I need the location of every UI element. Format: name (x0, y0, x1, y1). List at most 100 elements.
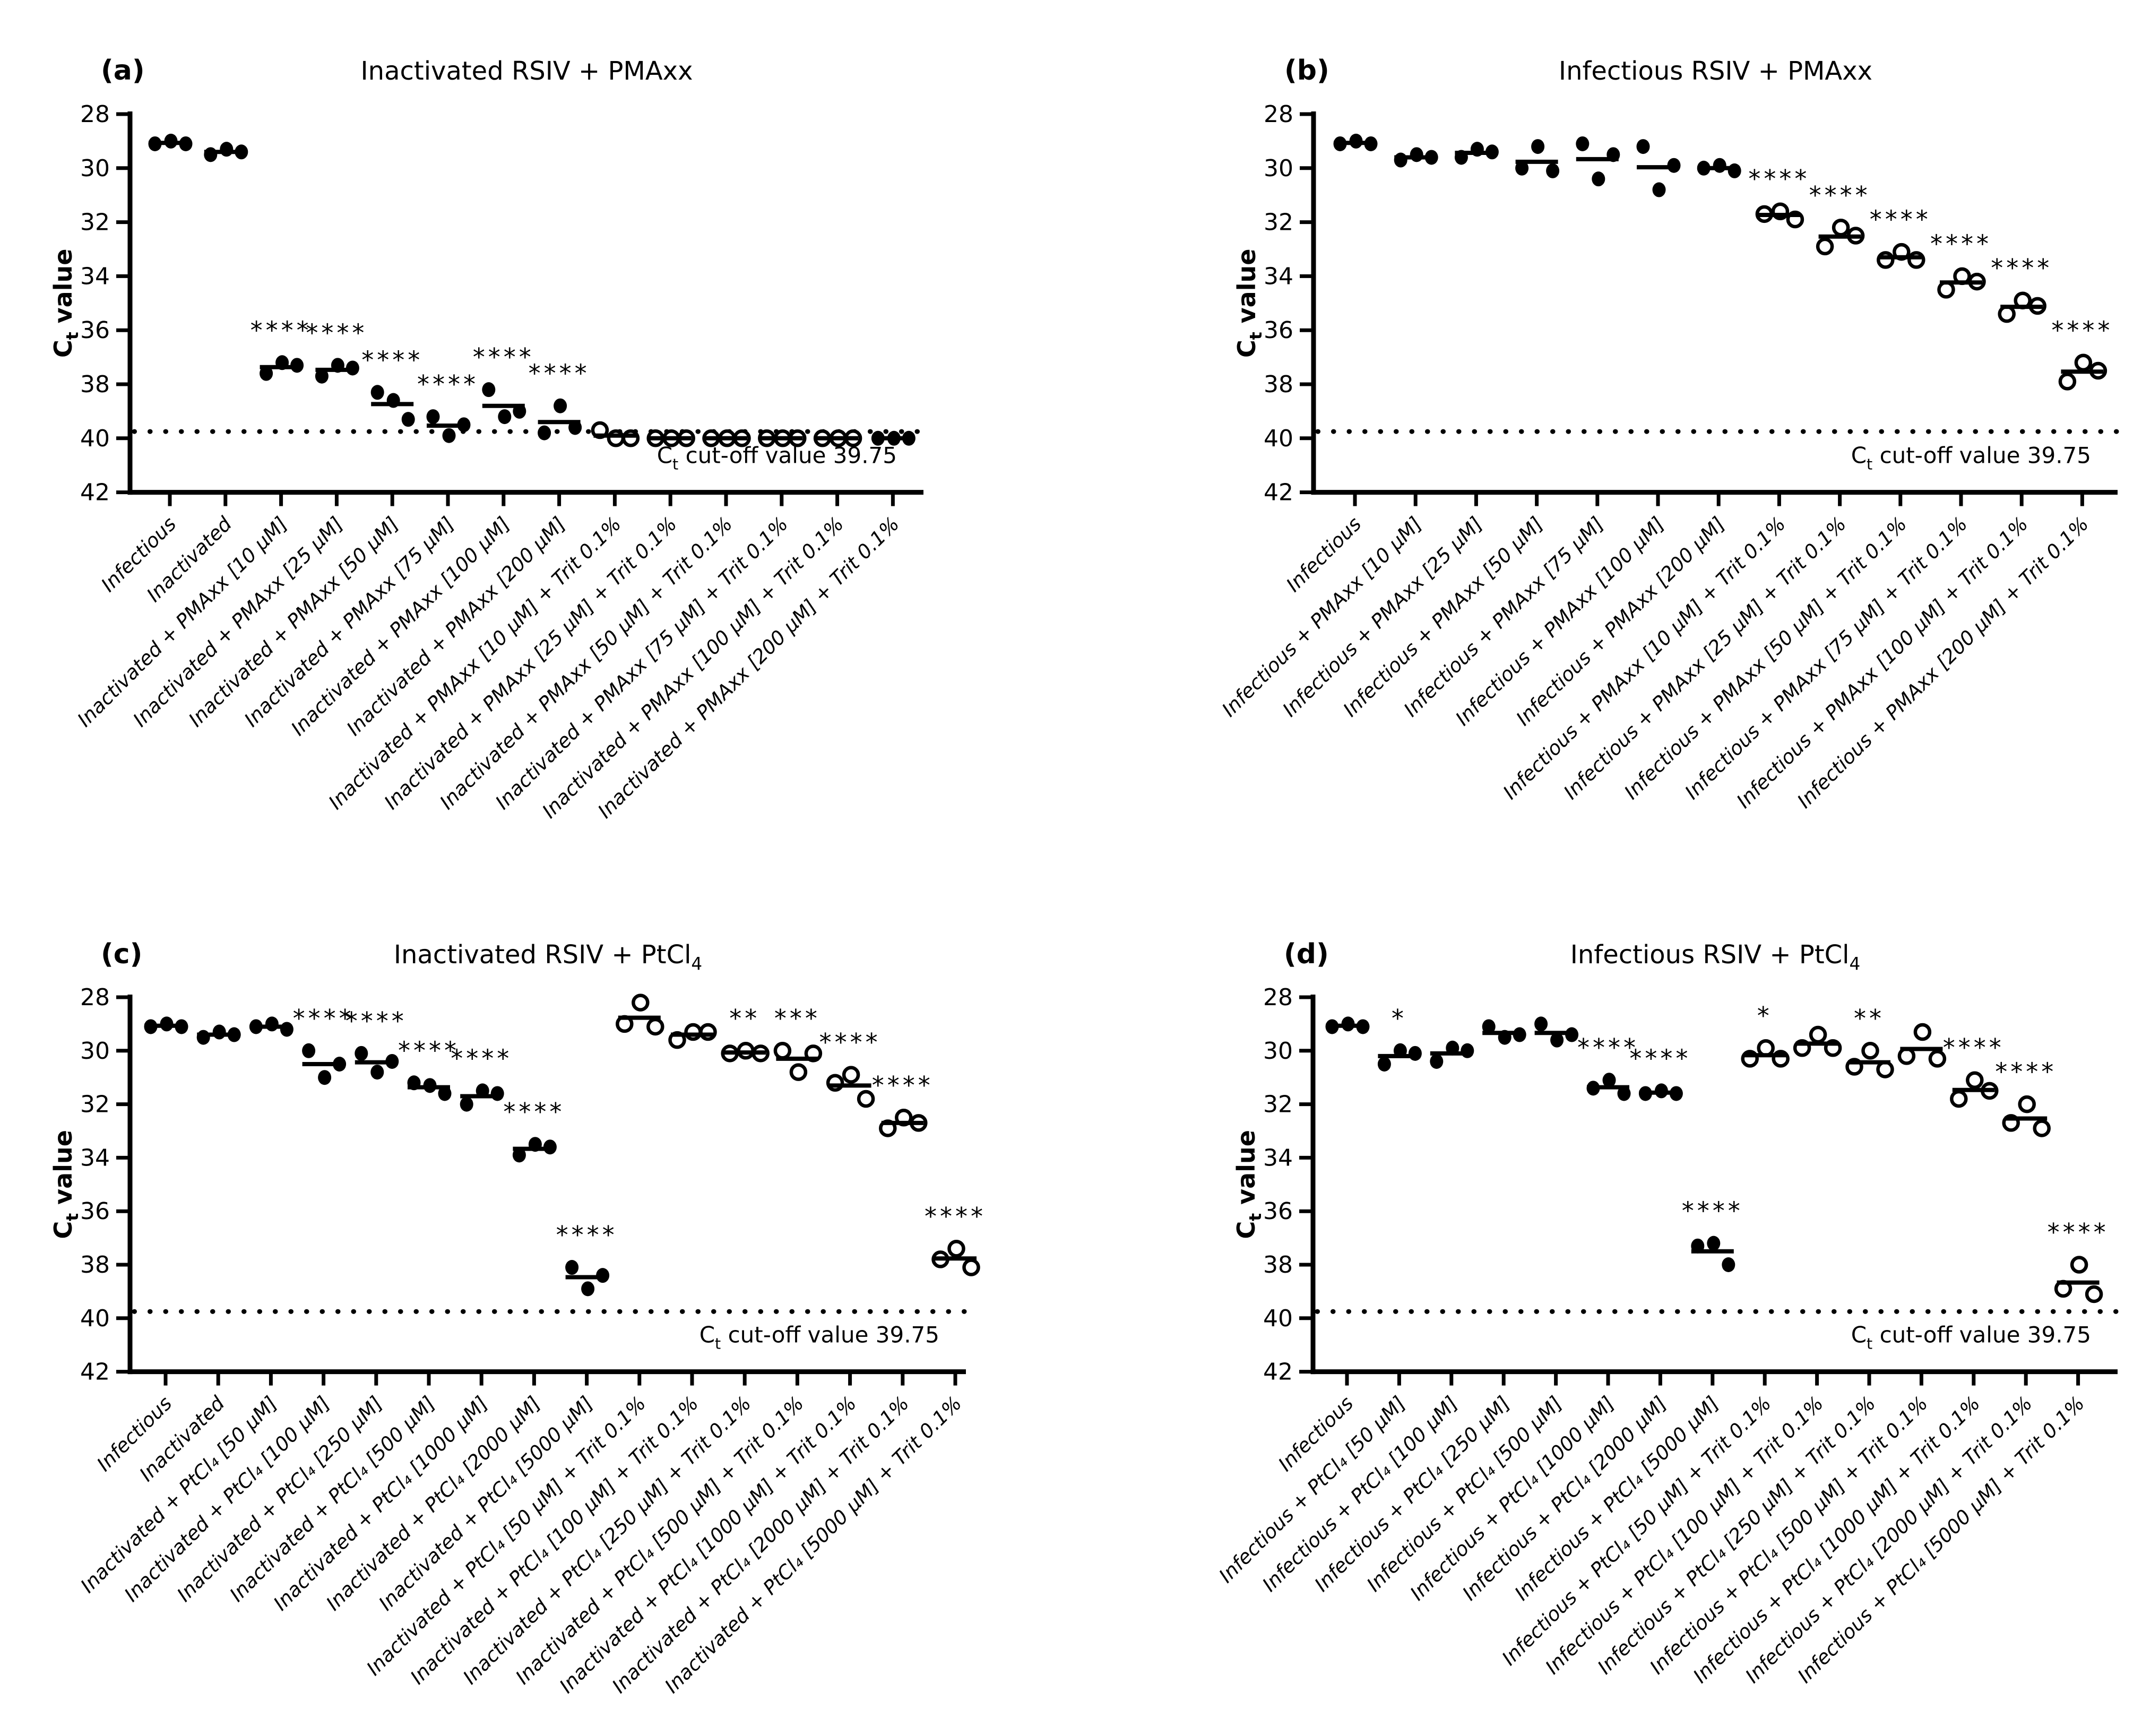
significance-label: **** (1995, 1058, 2057, 1086)
panel-title: Inactivated RSIV + PtCl4​ (394, 940, 702, 974)
panel-title: Infectious RSIV + PtCl4​ (1570, 940, 1861, 974)
significance-label: **** (1629, 1044, 1691, 1073)
y-tick-label: 32 (80, 1091, 110, 1118)
significance-label: **** (1870, 205, 1931, 234)
data-point-filled (401, 412, 415, 427)
data-point-filled (1482, 1019, 1496, 1034)
panel-label-c: (c) (101, 938, 142, 970)
panel-label-b: (b) (1284, 55, 1329, 87)
y-tick-label: 30 (80, 1038, 110, 1065)
panel-label-d: (d) (1284, 938, 1329, 970)
data-point-filled (1515, 160, 1529, 176)
y-tick-label: 40 (80, 1305, 110, 1332)
significance-label: **** (306, 318, 367, 347)
data-point-filled (1713, 158, 1726, 173)
data-point-filled (490, 1086, 504, 1101)
data-point-filled (1394, 152, 1407, 168)
significance-label: ** (729, 1004, 760, 1033)
y-tick-label: 30 (80, 155, 110, 182)
y-tick-label: 34 (80, 263, 110, 290)
significance-label: **** (1809, 181, 1871, 210)
data-point-filled (1636, 139, 1650, 154)
data-point-open (947, 1240, 965, 1258)
data-point-filled (482, 382, 496, 398)
data-point-open (2070, 1256, 2088, 1274)
data-point-filled (1430, 1053, 1444, 1069)
data-point-filled (426, 409, 440, 425)
data-point-open (684, 1023, 702, 1041)
y-tick-label: 28 (80, 101, 110, 128)
data-point-open (1861, 1042, 1879, 1060)
data-point-open (2085, 1285, 2103, 1303)
significance-label: * (1757, 1001, 1773, 1030)
panel-label-a: (a) (101, 55, 145, 87)
y-tick-label: 38 (80, 1251, 110, 1279)
y-tick-label: 42 (1264, 479, 1293, 506)
y-tick-label: 34 (1264, 263, 1293, 290)
data-point-filled (204, 147, 218, 162)
data-point-filled (460, 1096, 473, 1112)
significance-label: **** (1682, 1197, 1743, 1225)
data-point-filled (438, 1086, 452, 1101)
significance-label: **** (556, 1221, 618, 1249)
significance-label: * (1392, 1004, 1407, 1033)
cutoff-label: Ct​ cut-off value 39.75 (1851, 443, 2091, 473)
significance-label: **** (1748, 165, 1810, 193)
significance-label: ** (1854, 1004, 1885, 1033)
significance-label: **** (2048, 1218, 2109, 1247)
data-point-open (699, 1023, 717, 1041)
data-point-filled (260, 366, 273, 381)
cutoff-label: Ct​ cut-off value 39.75 (699, 1322, 939, 1353)
data-point-filled (1550, 1032, 1564, 1048)
significance-label: **** (251, 316, 312, 344)
data-point-filled (1461, 1043, 1474, 1058)
data-point-open (857, 1090, 875, 1108)
data-point-open (1816, 237, 1834, 256)
y-axis-title: Ct​ value (49, 249, 82, 358)
significance-label: **** (2051, 316, 2113, 344)
significance-label: **** (398, 1036, 460, 1065)
data-point-open (2018, 1095, 2036, 1113)
data-point-filled (1410, 147, 1423, 162)
data-point-filled (370, 1065, 384, 1080)
data-point-open (1966, 1071, 1984, 1089)
data-point-filled (1652, 182, 1666, 197)
data-point-filled (1707, 1236, 1721, 1251)
significance-label: **** (293, 1004, 355, 1033)
data-point-filled (1408, 1046, 1422, 1061)
y-tick-label: 28 (80, 984, 110, 1011)
data-point-open (1832, 219, 1850, 237)
data-point-open (1877, 251, 1895, 269)
data-point-open (1928, 1050, 1947, 1068)
data-point-filled (318, 1070, 332, 1085)
significance-label: **** (1991, 254, 2052, 282)
y-tick-label: 34 (1263, 1144, 1293, 1171)
data-point-open (1950, 1090, 1968, 1108)
y-tick-label: 34 (80, 1144, 110, 1171)
data-point-filled (554, 398, 567, 413)
data-point-open (1809, 1025, 1827, 1044)
data-point-filled (1534, 1016, 1548, 1032)
data-point-filled (355, 1046, 368, 1061)
y-tick-label: 32 (1263, 1091, 1293, 1118)
data-point-open (2074, 353, 2093, 372)
data-point-open (1998, 305, 2016, 323)
data-point-open (826, 1074, 844, 1092)
data-point-filled (1722, 1257, 1735, 1272)
y-tick-label: 36 (1264, 317, 1293, 344)
significance-label: **** (361, 346, 423, 374)
data-point-open (789, 1063, 808, 1081)
y-tick-label: 40 (1264, 425, 1293, 452)
cutoff-label: Ct​ cut-off value 39.75 (1851, 1322, 2091, 1353)
y-tick-label: 32 (80, 209, 110, 236)
data-point-filled (442, 428, 456, 443)
data-point-filled (212, 1024, 226, 1040)
data-point-open (607, 429, 625, 447)
significance-label: **** (503, 1098, 565, 1126)
significance-label: **** (872, 1071, 934, 1100)
y-tick-label: 28 (1263, 984, 1293, 1011)
y-tick-label: 30 (1264, 155, 1293, 182)
panel-title: Infectious RSIV + PMAxx (1559, 56, 1872, 86)
data-point-filled (581, 1281, 595, 1297)
data-point-open (2033, 1119, 2051, 1137)
